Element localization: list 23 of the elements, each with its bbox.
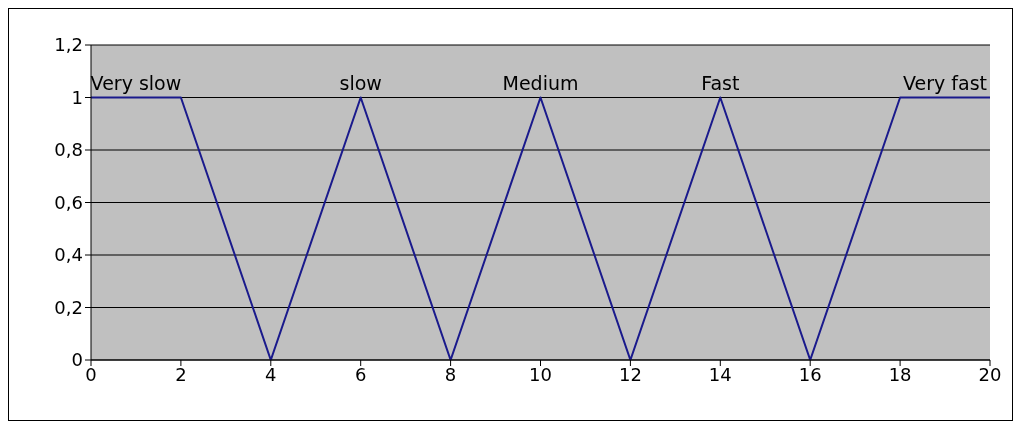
y-tick-label: 0 (71, 349, 83, 371)
y-tick-label: 0,4 (54, 244, 83, 266)
y-tick-label: 1 (71, 86, 83, 108)
y-tick-label: 0,2 (54, 296, 83, 318)
x-tick-label: 2 (175, 363, 187, 385)
y-tick-label: 0,6 (54, 191, 83, 213)
x-tick-label: 12 (618, 363, 642, 385)
y-tick-label: 1,2 (54, 34, 83, 56)
x-tick-label: 10 (529, 363, 552, 385)
x-tick-label: 16 (798, 363, 822, 385)
annotation: Very slow (90, 71, 182, 94)
x-tick-label: 20 (978, 363, 1002, 385)
x-tick-label: 0 (85, 363, 97, 385)
y-tick-label: 0,8 (54, 139, 83, 161)
x-tick-label: 18 (888, 363, 912, 385)
x-tick-label: 4 (265, 363, 277, 385)
annotation: slow (339, 71, 382, 94)
annotation: Medium (502, 71, 579, 94)
annotation: Very fast (903, 71, 988, 94)
x-tick-label: 14 (708, 363, 732, 385)
x-tick-label: 6 (354, 363, 367, 385)
annotation: Fast (701, 71, 740, 94)
x-tick-label: 8 (444, 363, 457, 385)
